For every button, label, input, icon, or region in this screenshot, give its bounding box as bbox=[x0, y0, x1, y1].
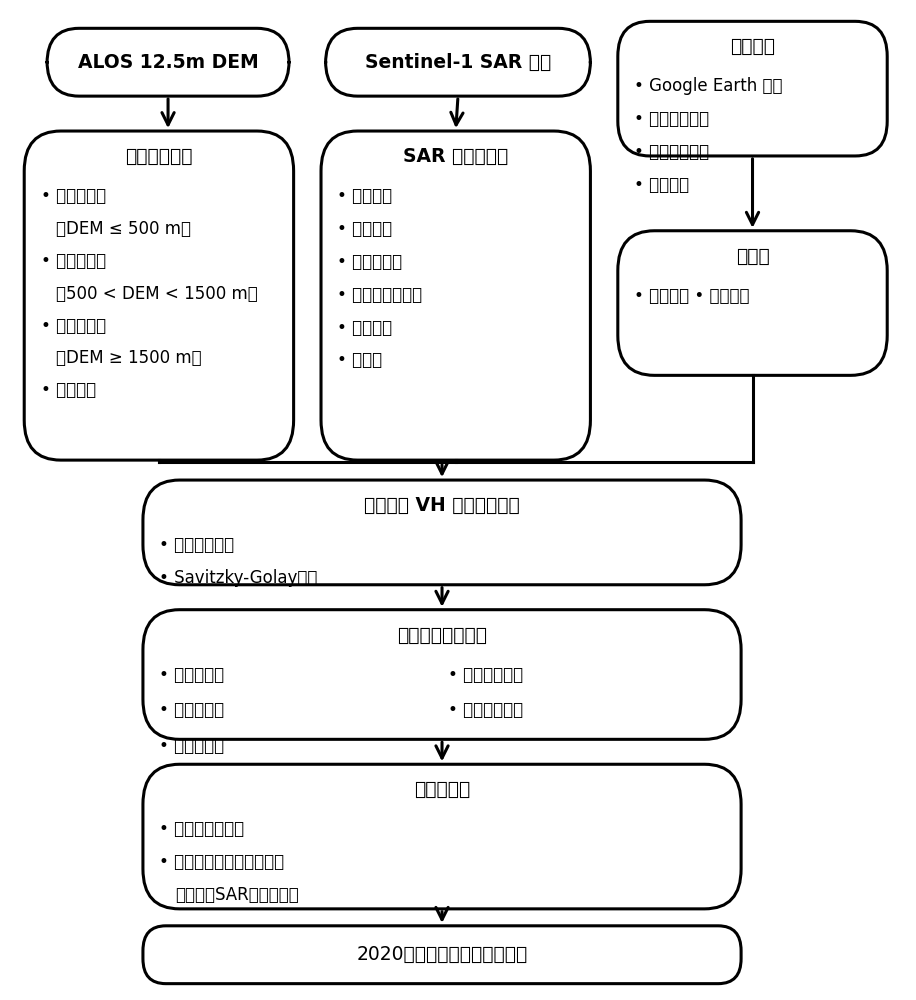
Text: （DEM ≥ 1500 m）: （DEM ≥ 1500 m） bbox=[56, 349, 202, 367]
Text: • 分贝化: • 分贝化 bbox=[337, 351, 383, 369]
FancyBboxPatch shape bbox=[24, 131, 294, 460]
Text: • 斋点滤波: • 斋点滤波 bbox=[337, 319, 393, 337]
Text: • 作物物候数据: • 作物物候数据 bbox=[634, 110, 709, 128]
Text: • 轨道矫正: • 轨道矫正 bbox=[337, 187, 393, 205]
Text: • Google Earth 影像: • Google Earth 影像 bbox=[634, 77, 783, 95]
Text: （DEM ≤ 500 m）: （DEM ≤ 500 m） bbox=[56, 220, 191, 238]
Text: • 水稻生长速率: • 水稻生长速率 bbox=[448, 701, 523, 719]
Text: 水稻物候特征提取: 水稻物候特征提取 bbox=[397, 626, 487, 645]
FancyBboxPatch shape bbox=[143, 480, 741, 585]
Text: • 时序均値合成: • 时序均値合成 bbox=[159, 536, 234, 554]
Text: • 训练样本 • 验证样本: • 训练样本 • 验证样本 bbox=[634, 287, 750, 305]
Text: • Savitzky-Golay滤波: • Savitzky-Golay滤波 bbox=[159, 569, 318, 587]
Text: 的单季稻SAR决策树算法: 的单季稻SAR决策树算法 bbox=[175, 886, 299, 904]
Text: • 低海拔区域: • 低海拔区域 bbox=[40, 187, 105, 205]
Text: • 稻田灌水速率: • 稻田灌水速率 bbox=[448, 666, 523, 684]
FancyBboxPatch shape bbox=[325, 28, 591, 96]
Text: 单季稻识别: 单季稻识别 bbox=[414, 780, 470, 799]
Text: • 地形坡度: • 地形坡度 bbox=[40, 381, 96, 399]
Text: • 集成地形特征和物候特征: • 集成地形特征和物候特征 bbox=[159, 853, 285, 871]
Text: • 生长期时长: • 生长期时长 bbox=[159, 737, 224, 755]
Text: SAR 数据预处理: SAR 数据预处理 bbox=[403, 147, 508, 166]
FancyBboxPatch shape bbox=[617, 21, 888, 156]
Text: • 中海拔区域: • 中海拔区域 bbox=[40, 252, 105, 270]
Text: 地形特征提取: 地形特征提取 bbox=[125, 147, 192, 166]
FancyBboxPatch shape bbox=[321, 131, 591, 460]
Text: 样本点: 样本点 bbox=[736, 247, 769, 266]
FancyBboxPatch shape bbox=[143, 926, 741, 984]
Text: • 辐射定标: • 辐射定标 bbox=[337, 220, 393, 238]
Text: • 高海拔区域: • 高海拔区域 bbox=[40, 317, 105, 335]
FancyBboxPatch shape bbox=[617, 231, 888, 375]
Text: ALOS 12.5m DEM: ALOS 12.5m DEM bbox=[78, 53, 258, 72]
Text: • 实地调查数据: • 实地调查数据 bbox=[634, 143, 709, 161]
Text: 2020年重庆市单季稻空间分布: 2020年重庆市单季稻空间分布 bbox=[356, 945, 528, 964]
Text: Sentinel-1 SAR 影像: Sentinel-1 SAR 影像 bbox=[365, 53, 551, 72]
Text: • 排除非作物区域: • 排除非作物区域 bbox=[159, 820, 245, 838]
Text: 时间序列 VH 后向散射系数: 时间序列 VH 后向散射系数 bbox=[365, 496, 520, 515]
FancyBboxPatch shape bbox=[143, 610, 741, 739]
Text: • 水稻移潃期: • 水稻移潃期 bbox=[159, 666, 224, 684]
Text: • 水稻成熟期: • 水稻成熟期 bbox=[159, 701, 224, 719]
FancyBboxPatch shape bbox=[47, 28, 289, 96]
Text: • 热噪声去除: • 热噪声去除 bbox=[337, 253, 402, 271]
Text: 辅助数据: 辅助数据 bbox=[730, 37, 775, 56]
Text: • 多普勒地形矫正: • 多普勒地形矫正 bbox=[337, 286, 422, 304]
Text: （500 < DEM < 1500 m）: （500 < DEM < 1500 m） bbox=[56, 285, 258, 303]
Text: • 统计数据: • 统计数据 bbox=[634, 176, 690, 194]
FancyBboxPatch shape bbox=[143, 764, 741, 909]
